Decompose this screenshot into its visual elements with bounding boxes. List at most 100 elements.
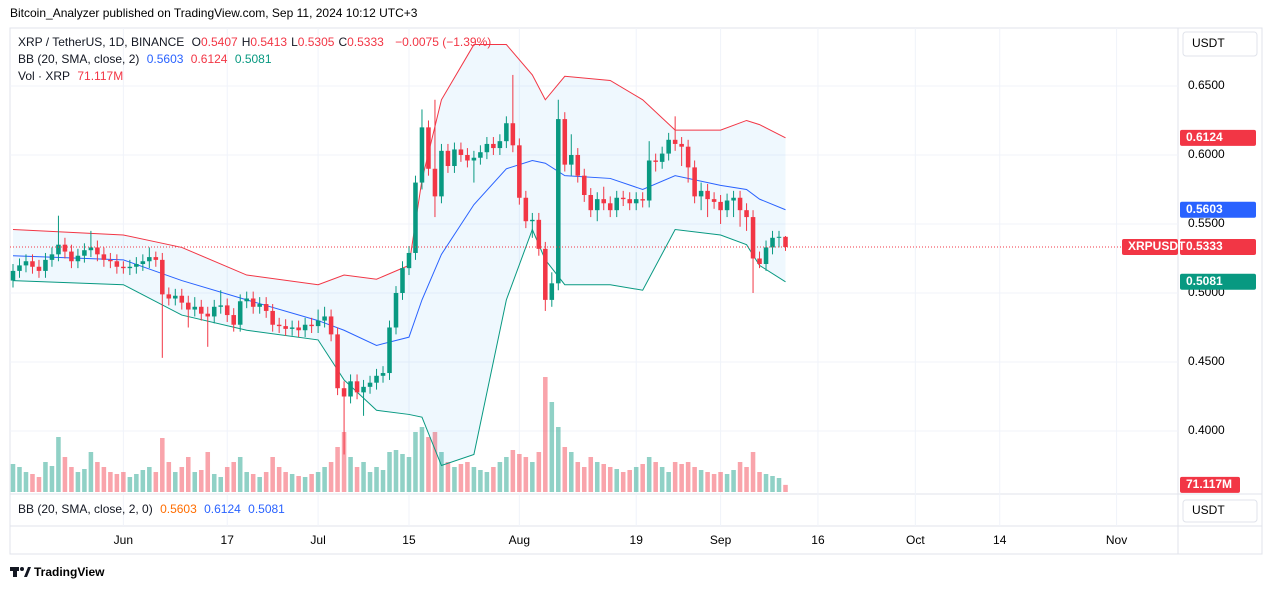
candle-body: [731, 197, 736, 201]
candle-body: [484, 143, 490, 153]
badge-close-bg: [1180, 239, 1256, 256]
candle-body: [465, 154, 470, 161]
volume-bar: [653, 462, 658, 492]
volume-bar: [465, 462, 470, 492]
volume-bar: [536, 452, 542, 492]
bb-lower: 0.5081: [234, 52, 272, 66]
candle-body: [575, 154, 581, 176]
volume-bar: [705, 472, 710, 492]
candle-body: [173, 295, 178, 299]
candle-body: [160, 259, 165, 295]
volume-bar: [244, 472, 249, 492]
volume-bar: [257, 477, 262, 492]
band-middle: [12, 159, 786, 346]
y-tick-label: 0.6500: [1188, 78, 1225, 92]
candle-body: [237, 301, 243, 325]
badge-symbol: XRPUSDT: [1128, 239, 1186, 253]
candle-body: [30, 261, 35, 267]
candle-body: [296, 327, 301, 331]
ohlc-value: 0.5333: [347, 35, 384, 49]
y-tick-label: 0.5500: [1188, 216, 1225, 230]
volume-bar: [491, 467, 496, 492]
candle-body: [692, 167, 697, 197]
volume-bar: [659, 467, 665, 492]
volume-bar: [361, 462, 366, 492]
badge-middle: 0.5603: [1186, 202, 1223, 216]
volume-bar: [30, 474, 35, 492]
symbol: XRP / TetherUS, 1D, BINANCE: [18, 35, 185, 49]
volume-bar: [198, 470, 204, 492]
candle-body: [224, 305, 230, 316]
candle-body: [49, 254, 55, 260]
volume-bar: [783, 484, 788, 492]
volume-bar: [69, 467, 74, 492]
volume-bar: [776, 478, 782, 492]
candle-body: [413, 182, 418, 253]
candle-body: [10, 270, 16, 281]
volume-bar: [114, 474, 120, 492]
volume-bar: [296, 476, 301, 492]
candle-body: [17, 265, 22, 271]
volume-bar: [101, 467, 107, 492]
candle-body: [517, 145, 522, 198]
candle-body: [776, 236, 782, 238]
volume-bar: [770, 476, 775, 492]
volume-bar: [302, 477, 308, 492]
bb-upper: 0.6124: [190, 52, 228, 66]
volume-bar: [127, 477, 133, 492]
candle-body: [335, 334, 340, 389]
candle-body: [108, 259, 113, 262]
candle-body: [36, 266, 42, 271]
badge-lower: 0.5081: [1186, 274, 1223, 288]
volume-bar: [569, 452, 574, 492]
candle-body: [419, 127, 425, 183]
volume-bar: [679, 464, 684, 492]
volume-bar: [380, 470, 386, 492]
band-upper: [12, 44, 786, 286]
ohlc-key: H: [241, 35, 251, 49]
candle-body: [620, 197, 626, 200]
currency[interactable]: USDT: [1192, 503, 1225, 517]
volume-bar: [211, 474, 217, 492]
badge-symbol-bg: [1122, 239, 1178, 256]
candle-body: [257, 304, 262, 307]
volume-bar: [744, 467, 749, 492]
candle-body: [478, 152, 483, 158]
x-tick-label: Jun: [114, 533, 133, 547]
currency-button[interactable]: [1182, 499, 1258, 523]
x-tick-label: Oct: [906, 533, 925, 547]
volume-bar: [315, 472, 321, 492]
volume-bar: [166, 462, 172, 492]
indicator-title: BB (20, SMA, close, 2, 0): [18, 502, 153, 516]
currency[interactable]: USDT: [1192, 36, 1225, 50]
candle-body: [276, 324, 282, 327]
candle-body: [192, 306, 198, 310]
candle-body: [322, 316, 327, 321]
candle-body: [426, 127, 431, 169]
candle-body: [211, 306, 217, 317]
candle-body: [134, 264, 139, 267]
candle-body: [783, 236, 788, 248]
y-tick-label: 0.4500: [1188, 354, 1225, 368]
candle-body: [439, 150, 444, 197]
volume-bar: [348, 457, 353, 492]
badge-middle-bg: [1180, 201, 1256, 218]
volume-bar: [543, 377, 548, 492]
candle-body: [302, 324, 308, 331]
volume-bar: [276, 467, 282, 492]
candle-body: [458, 149, 464, 155]
currency-button[interactable]: [1182, 31, 1258, 57]
candle-body: [283, 326, 288, 329]
candle-body: [205, 313, 211, 317]
candle-body: [88, 247, 94, 251]
volume-bar: [452, 467, 457, 492]
volume-bar: [192, 472, 198, 492]
candle-body: [432, 168, 438, 197]
candle-body: [140, 261, 146, 265]
candle-body: [23, 261, 29, 266]
candle-body: [523, 197, 529, 222]
candle-body: [549, 283, 555, 300]
bb-title: BB (20, SMA, close, 2): [18, 52, 140, 66]
legend-bb: BB (20, SMA, close, 2) 0.5603 0.6124 0.5…: [18, 52, 276, 66]
candle-body: [718, 201, 723, 211]
